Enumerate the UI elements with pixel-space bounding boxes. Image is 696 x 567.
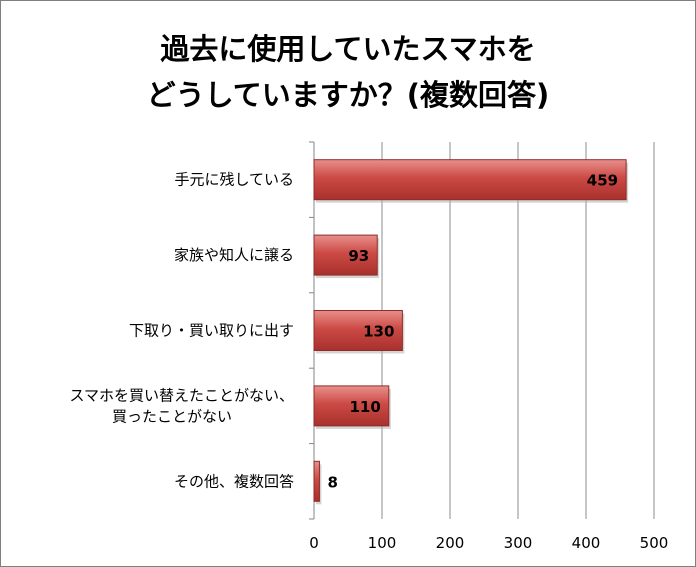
value-label: 110 bbox=[349, 398, 380, 416]
value-label: 93 bbox=[348, 247, 369, 265]
x-tick-label: 300 bbox=[504, 534, 533, 552]
category-label-line: 手元に残している bbox=[174, 171, 294, 189]
x-tick-label: 100 bbox=[368, 534, 397, 552]
category-label-line: スマホを買い替えたことがない、 bbox=[69, 386, 294, 404]
bar bbox=[313, 310, 403, 351]
bar bbox=[313, 460, 320, 502]
value-label: 8 bbox=[327, 473, 337, 491]
chart-title: 過去に使用していたスマホを どうしていますか？(複数回答) bbox=[0, 26, 696, 118]
value-label: 130 bbox=[363, 323, 394, 341]
x-tick-label: 0 bbox=[309, 534, 319, 552]
labels: 0 100 200 300 400 500 459 手元に残している 93 家族や知人に譲る 130… bbox=[69, 171, 668, 552]
bars bbox=[313, 159, 629, 505]
category-label-line: 家族や知人に譲る bbox=[174, 246, 294, 264]
category-label: 手元に残している bbox=[174, 171, 294, 189]
category-label-line: 買ったことがない bbox=[112, 407, 232, 425]
bar bbox=[313, 159, 627, 201]
x-tick-label: 500 bbox=[640, 534, 669, 552]
value-label: 459 bbox=[587, 172, 618, 190]
category-label: その他、複数回答 bbox=[174, 472, 294, 490]
category-label: 下取り・買い取りに出す bbox=[129, 322, 294, 340]
chart-title-line-2: どうしていますか？(複数回答) bbox=[146, 78, 550, 112]
bar bbox=[313, 234, 378, 276]
category-label-line: 下取り・買い取りに出す bbox=[129, 322, 294, 340]
bar bbox=[313, 385, 390, 427]
chart-title-line-1: 過去に使用していたスマホを bbox=[160, 32, 536, 66]
grid-lines bbox=[309, 141, 655, 520]
x-tick-label: 400 bbox=[572, 534, 601, 552]
category-label-line: その他、複数回答 bbox=[174, 472, 294, 490]
category-label: 家族や知人に譲る bbox=[174, 246, 294, 264]
x-tick-label: 200 bbox=[436, 534, 465, 552]
category-label: スマホを買い替えたことがない、買ったことがない bbox=[69, 386, 294, 425]
